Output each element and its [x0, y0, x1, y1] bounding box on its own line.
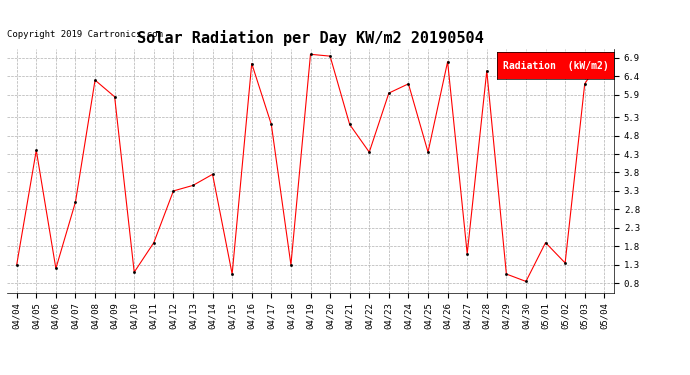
Text: Radiation  (kW/m2): Radiation (kW/m2)	[502, 61, 609, 70]
Text: Copyright 2019 Cartronics.com: Copyright 2019 Cartronics.com	[7, 30, 163, 39]
Title: Solar Radiation per Day KW/m2 20190504: Solar Radiation per Day KW/m2 20190504	[137, 30, 484, 46]
